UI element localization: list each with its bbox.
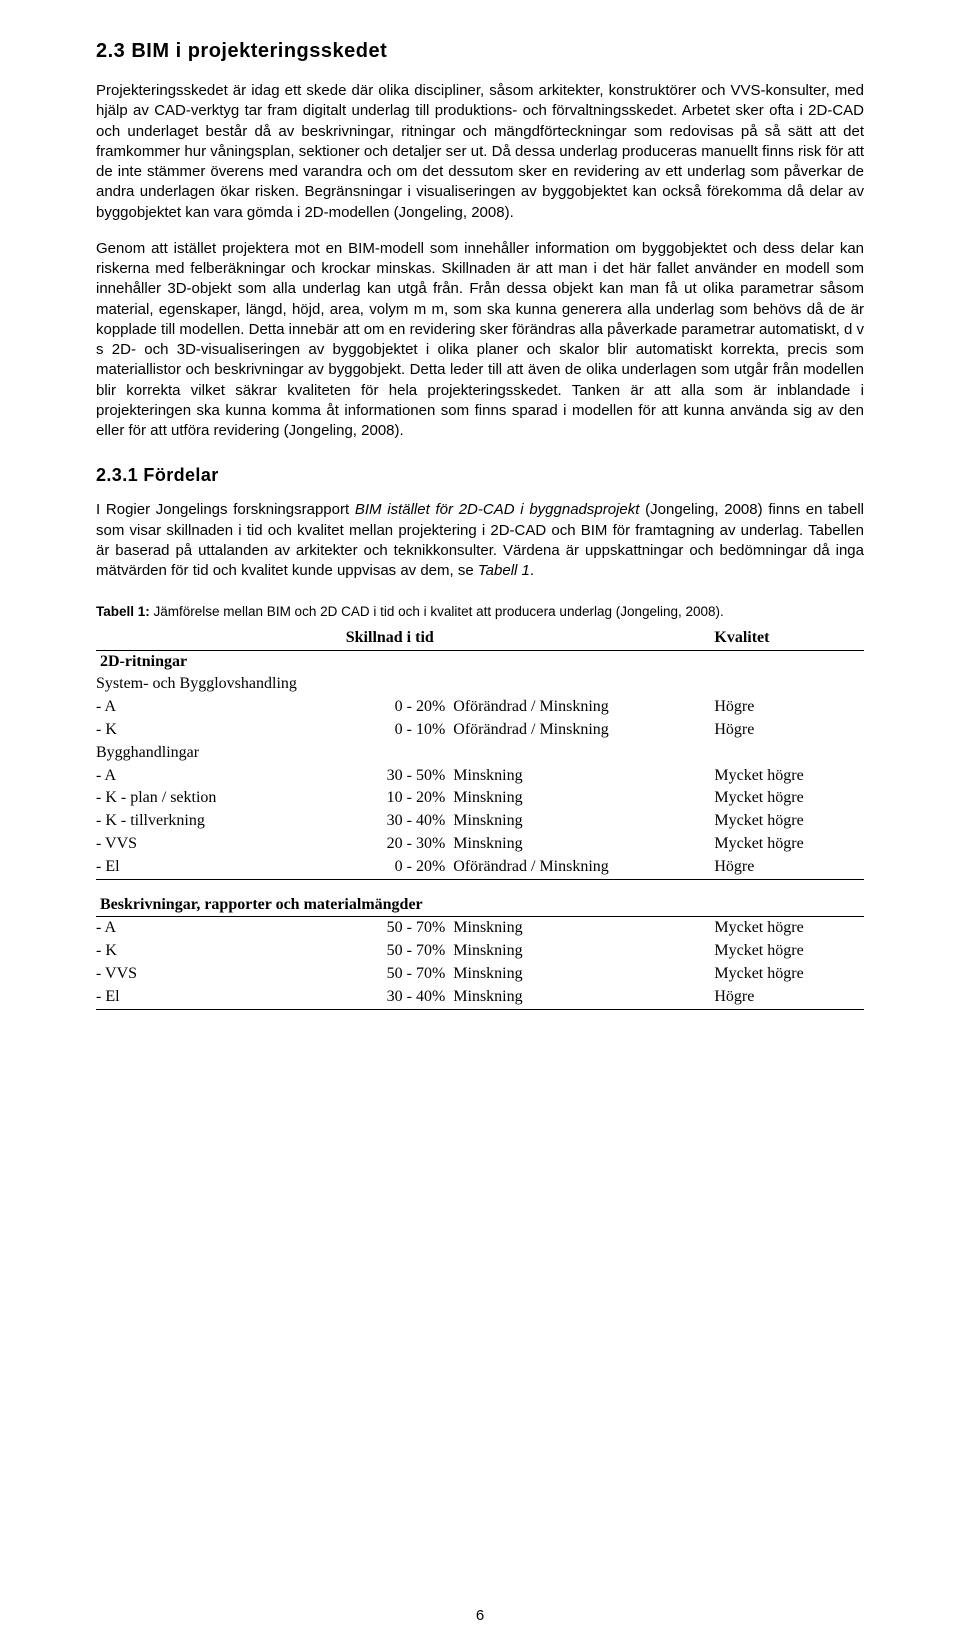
table-row: - K 50 - 70% Minskning Mycket högre <box>96 940 864 963</box>
table-row: - A 50 - 70% Minskning Mycket högre <box>96 917 864 940</box>
row-change: Oförändrad / Minskning <box>449 696 710 719</box>
subgroup-bygghandlingar: Bygghandlingar <box>96 742 864 765</box>
row-pct: 50 - 70% <box>342 940 450 963</box>
table-caption-label: Tabell 1: <box>96 604 150 619</box>
row-pct: 0 - 10% <box>342 719 450 742</box>
row-pct: 20 - 30% <box>342 833 450 856</box>
row-label: - K <box>96 719 342 742</box>
row-label: - VVS <box>96 833 342 856</box>
table-1-caption: Tabell 1: Jämförelse mellan BIM och 2D C… <box>96 603 864 621</box>
subgroup-title: Bygghandlingar <box>96 742 864 765</box>
row-quality: Mycket högre <box>710 963 864 986</box>
table-row: - El 0 - 20% Oförändrad / Minskning Högr… <box>96 856 864 879</box>
row-pct: 50 - 70% <box>342 917 450 940</box>
page-number: 6 <box>0 1607 960 1624</box>
row-label: - K - tillverkning <box>96 810 342 833</box>
table-row: - A 30 - 50% Minskning Mycket högre <box>96 765 864 788</box>
row-pct: 0 - 20% <box>342 696 450 719</box>
row-change: Minskning <box>449 917 710 940</box>
report-title-italic: BIM istället för 2D-CAD i byggnadsprojek… <box>355 501 640 518</box>
row-pct: 50 - 70% <box>342 963 450 986</box>
para-text: . <box>530 562 534 579</box>
para-text: I Rogier Jongelings forskningsrapport <box>96 501 355 518</box>
row-change: Minskning <box>449 765 710 788</box>
row-change: Minskning <box>449 810 710 833</box>
table-header-blank <box>96 627 342 650</box>
row-quality: Mycket högre <box>710 940 864 963</box>
section-heading-2-3: 2.3 BIM i projekteringsskedet <box>96 40 864 63</box>
table-spacer <box>96 879 864 894</box>
row-pct: 0 - 20% <box>342 856 450 879</box>
section-2-3-1-para-1: I Rogier Jongelings forskningsrapport BI… <box>96 500 864 581</box>
row-quality: Högre <box>710 856 864 879</box>
row-label: - A <box>96 696 342 719</box>
group-beskrivningar: Beskrivningar, rapporter och materialmän… <box>96 894 864 917</box>
row-quality: Mycket högre <box>710 787 864 810</box>
table-header-quality: Kvalitet <box>710 627 864 650</box>
row-label: - K - plan / sektion <box>96 787 342 810</box>
row-label: - A <box>96 917 342 940</box>
row-change: Oförändrad / Minskning <box>449 856 710 879</box>
group-title: Beskrivningar, rapporter och materialmän… <box>96 894 864 917</box>
table-header-time: Skillnad i tid <box>342 627 711 650</box>
section-2-3-para-1: Projekteringsskedet är idag ett skede dä… <box>96 81 864 223</box>
table-header-row: Skillnad i tid Kvalitet <box>96 627 864 650</box>
table-ref-italic: Tabell 1 <box>478 562 530 579</box>
row-pct: 30 - 40% <box>342 986 450 1009</box>
section-heading-2-3-1: 2.3.1 Fördelar <box>96 465 864 486</box>
table-row: - El 30 - 40% Minskning Högre <box>96 986 864 1009</box>
row-label: - El <box>96 856 342 879</box>
row-change: Minskning <box>449 963 710 986</box>
row-label: - K <box>96 940 342 963</box>
row-pct: 10 - 20% <box>342 787 450 810</box>
group-2d-ritningar: 2D-ritningar <box>96 650 864 673</box>
row-quality: Mycket högre <box>710 917 864 940</box>
table-row: - VVS 50 - 70% Minskning Mycket högre <box>96 963 864 986</box>
table-1: Skillnad i tid Kvalitet 2D-ritningar Sys… <box>96 627 864 1010</box>
row-quality: Mycket högre <box>710 765 864 788</box>
row-change: Minskning <box>449 986 710 1009</box>
table-row: - K - tillverkning 30 - 40% Minskning My… <box>96 810 864 833</box>
group-title: 2D-ritningar <box>96 650 864 673</box>
table-row: - VVS 20 - 30% Minskning Mycket högre <box>96 833 864 856</box>
row-change: Minskning <box>449 940 710 963</box>
subgroup-title: System- och Bygglovshandling <box>96 673 864 696</box>
row-quality: Högre <box>710 719 864 742</box>
row-label: - El <box>96 986 342 1009</box>
subgroup-system-bygglov: System- och Bygglovshandling <box>96 673 864 696</box>
section-2-3-para-2: Genom att istället projektera mot en BIM… <box>96 239 864 442</box>
table-row: - K - plan / sektion 10 - 20% Minskning … <box>96 787 864 810</box>
table-row: - K 0 - 10% Oförändrad / Minskning Högre <box>96 719 864 742</box>
row-pct: 30 - 50% <box>342 765 450 788</box>
row-label: - VVS <box>96 963 342 986</box>
page: 2.3 BIM i projekteringsskedet Projekteri… <box>0 0 960 1648</box>
row-label: - A <box>96 765 342 788</box>
table-caption-text: Jämförelse mellan BIM och 2D CAD i tid o… <box>150 604 724 619</box>
row-change: Minskning <box>449 833 710 856</box>
row-pct: 30 - 40% <box>342 810 450 833</box>
row-change: Minskning <box>449 787 710 810</box>
row-change: Oförändrad / Minskning <box>449 719 710 742</box>
row-quality: Högre <box>710 696 864 719</box>
table-row: - A 0 - 20% Oförändrad / Minskning Högre <box>96 696 864 719</box>
row-quality: Mycket högre <box>710 810 864 833</box>
row-quality: Högre <box>710 986 864 1009</box>
row-quality: Mycket högre <box>710 833 864 856</box>
